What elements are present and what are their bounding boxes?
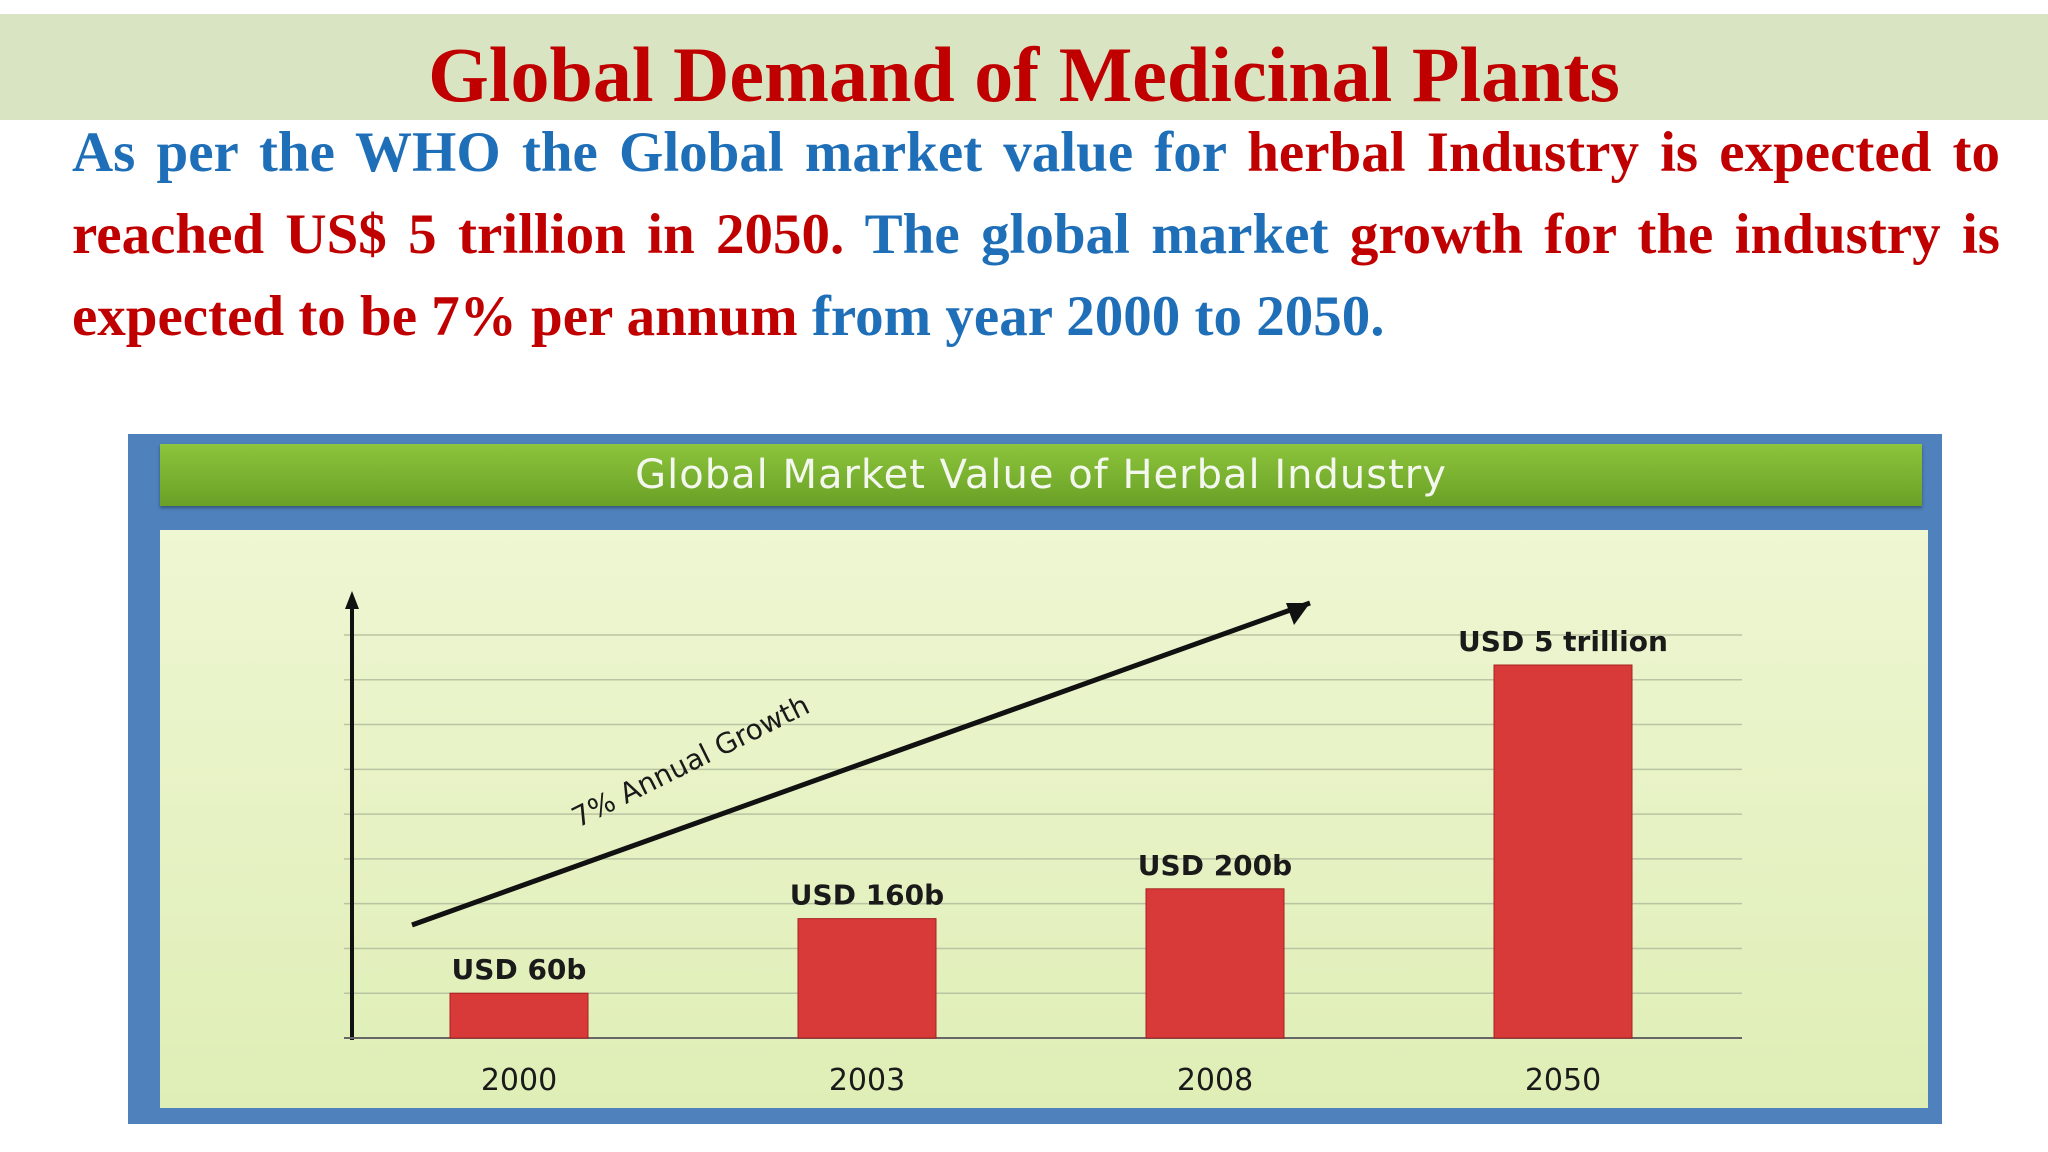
paragraph-run: The global market: [864, 203, 1350, 266]
chart-title: Global Market Value of Herbal Industry: [635, 452, 1447, 498]
growth-arrow-line: [411, 600, 1311, 928]
data-label: USD 60b: [452, 953, 587, 986]
slide-title: Global Demand of Medicinal Plants: [428, 31, 1620, 118]
bar: [1145, 888, 1285, 1039]
chart-header: [160, 444, 1922, 506]
bar: [797, 918, 937, 1039]
data-label: USD 200b: [1138, 849, 1292, 882]
bar: [1493, 664, 1633, 1039]
data-label: USD 5 trillion: [1458, 625, 1668, 658]
y-axis-arrow: [345, 591, 359, 609]
paragraph-run: As per the WHO the Global market value: [72, 121, 1155, 184]
data-label: USD 160b: [790, 879, 944, 912]
growth-annotation: 7% Annual Growth: [566, 688, 814, 834]
intro-paragraph: As per the WHO the Global market value f…: [72, 112, 2000, 358]
paragraph-run: herbal Industry is expected to reached U…: [72, 121, 2000, 266]
x-tick-label: 2003: [829, 1063, 905, 1098]
paragraph-run: growth for the industry is expected to b…: [72, 203, 2000, 348]
title-bar: [0, 14, 2048, 120]
x-tick-label: 2050: [1525, 1063, 1601, 1098]
paragraph-run: from year 2000 to 2050.: [811, 285, 1385, 348]
bar-chart: USD 60b 2000 USD 160b 2003 USD 200b 2008 USD 5…: [344, 591, 1742, 1098]
paragraph-run: for: [1154, 121, 1248, 184]
bar: [449, 992, 589, 1039]
x-tick-label: 2008: [1177, 1063, 1253, 1098]
x-tick-label: 2000: [481, 1063, 557, 1098]
growth-arrow-head: [1286, 603, 1310, 625]
